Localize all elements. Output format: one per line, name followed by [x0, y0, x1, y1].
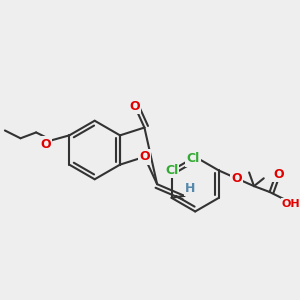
Text: Cl: Cl — [187, 152, 200, 165]
Text: OH: OH — [282, 199, 300, 209]
Text: O: O — [40, 138, 51, 151]
Text: Cl: Cl — [165, 164, 178, 177]
Text: O: O — [139, 150, 150, 163]
Text: O: O — [129, 100, 140, 112]
Text: O: O — [231, 172, 242, 185]
Text: H: H — [185, 182, 196, 195]
Text: O: O — [273, 168, 284, 181]
